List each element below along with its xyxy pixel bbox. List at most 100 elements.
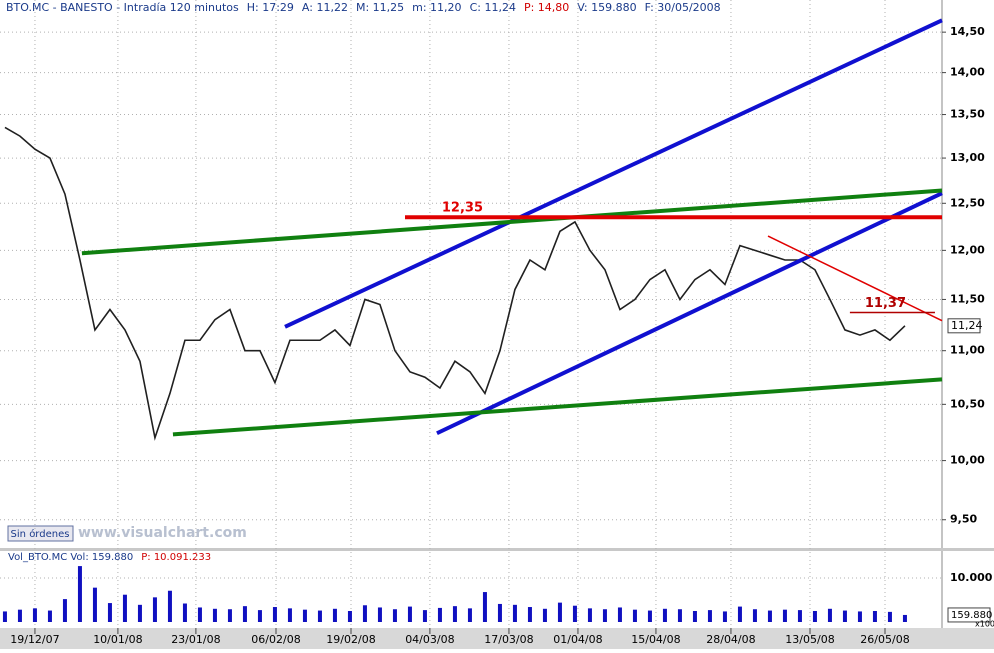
- annotation: 11,37: [865, 296, 906, 311]
- volume-header-item: P: 10.091.233: [141, 552, 211, 563]
- volume-bar: [122, 594, 127, 622]
- header-item: m: 11,20: [412, 1, 461, 14]
- button-label[interactable]: Sin órdenes: [11, 528, 70, 540]
- y-tick-label: 12,00: [950, 243, 985, 256]
- y-tick-label: 13,50: [950, 108, 985, 121]
- x-tick-label: 17/03/08: [484, 633, 533, 646]
- volume-bar: [827, 608, 832, 622]
- volume-bar: [452, 606, 457, 622]
- x-tick-label: 28/04/08: [706, 633, 755, 646]
- volume-bar: [782, 609, 787, 622]
- y-tick-label: 10.000: [950, 571, 993, 584]
- volume-bar: [707, 610, 712, 622]
- x-tick-label: 01/04/08: [553, 633, 602, 646]
- volume-bar: [482, 592, 487, 622]
- volume-bar: [17, 609, 22, 622]
- button[interactable]: [7, 525, 74, 542]
- x-axis-bar: [0, 628, 994, 649]
- volume-bar: [662, 608, 667, 622]
- x-tick-label: 10/01/08: [93, 633, 142, 646]
- volume-bar: [617, 607, 622, 622]
- volume-bar: [647, 610, 652, 622]
- x-tick-label: 23/01/08: [171, 633, 220, 646]
- x-tick-label: 13/05/08: [785, 633, 834, 646]
- volume-bar: [257, 610, 262, 622]
- volume-bar: [497, 603, 502, 622]
- volume-bar: [632, 609, 637, 622]
- volume-bar: [437, 607, 442, 622]
- volume-bar: [407, 606, 412, 622]
- y-tick-label: 11,00: [950, 344, 985, 357]
- header-item: V: 159.880: [577, 1, 636, 14]
- volume-bar: [317, 610, 322, 622]
- trend-line: [436, 191, 943, 436]
- x-tick-label: 19/12/07: [10, 633, 59, 646]
- trend-line: [81, 188, 943, 256]
- volume-bar: [137, 604, 142, 622]
- y-tick-label: 13,00: [950, 151, 985, 164]
- header-item: BTO.MC - BANESTO - Intradía 120 minutos: [6, 1, 239, 14]
- header-item: F: 30/05/2008: [645, 1, 721, 14]
- volume-bar: [47, 610, 52, 622]
- volume-bar: [62, 599, 67, 622]
- chart-header: BTO.MC - BANESTO - Intradía 120 minutos H…: [6, 1, 721, 14]
- trend-line: [172, 377, 943, 437]
- volume-bar: [857, 611, 862, 622]
- volume-bar: [152, 597, 157, 622]
- watermark: www.visualchart.com: [78, 525, 247, 541]
- volume-bar: [347, 610, 352, 622]
- volume-bar: [32, 608, 37, 622]
- volume-bar: [272, 607, 277, 622]
- volume-bar: [752, 609, 757, 622]
- price-line: [4, 126, 906, 441]
- volume-bar: [302, 609, 307, 622]
- y-tick-label: 12,50: [950, 196, 985, 209]
- volume-bar: [737, 606, 742, 622]
- y-tick-label: 10,00: [950, 454, 985, 467]
- volume-bar: [182, 603, 187, 622]
- volume-bar: [512, 604, 517, 622]
- volume-bar: [797, 610, 802, 622]
- header-item: M: 11,25: [356, 1, 404, 14]
- header-item: P: 14,80: [524, 1, 569, 14]
- trend-line: [284, 18, 943, 329]
- volume-tag-box: [947, 607, 991, 623]
- volume-header-item: Vol_BTO.MC Vol: 159.880: [8, 552, 133, 563]
- volume-bar: [722, 611, 727, 622]
- volume-bar: [887, 611, 892, 622]
- volume-bar: [902, 614, 907, 622]
- price-tag-box: [947, 318, 981, 334]
- volume-bar: [467, 608, 472, 622]
- volume-bar: [542, 608, 547, 622]
- volume-bar: [677, 609, 682, 622]
- volume-bar: [287, 608, 292, 622]
- volume-bar: [227, 609, 232, 622]
- volume-bar: [812, 610, 817, 622]
- panel-divider: [0, 548, 994, 551]
- volume-bar: [362, 605, 367, 622]
- volume-bar: [557, 602, 562, 622]
- volume-bar: [872, 610, 877, 622]
- volume-bar: [212, 608, 217, 622]
- x-tick-label: 15/04/08: [631, 633, 680, 646]
- volume-unit: x100: [975, 620, 994, 629]
- volume-bar: [392, 609, 397, 622]
- header-item: A: 11,22: [302, 1, 348, 14]
- volume-bar: [377, 607, 382, 622]
- trend-line: [767, 235, 943, 322]
- x-tick-label: 19/02/08: [326, 633, 375, 646]
- y-tick-label: 10,50: [950, 397, 985, 410]
- volume-bar: [767, 610, 772, 622]
- volume-bar: [242, 606, 247, 622]
- x-tick-label: 06/02/08: [251, 633, 300, 646]
- volume-bar: [842, 610, 847, 622]
- volume-bar: [527, 607, 532, 622]
- volume-header: Vol_BTO.MC Vol: 159.880 P: 10.091.233: [8, 552, 211, 563]
- header-item: C: 11,24: [470, 1, 516, 14]
- volume-bar: [602, 609, 607, 622]
- volume-bar: [692, 610, 697, 622]
- volume-bar: [107, 603, 112, 622]
- volume-bar: [587, 608, 592, 622]
